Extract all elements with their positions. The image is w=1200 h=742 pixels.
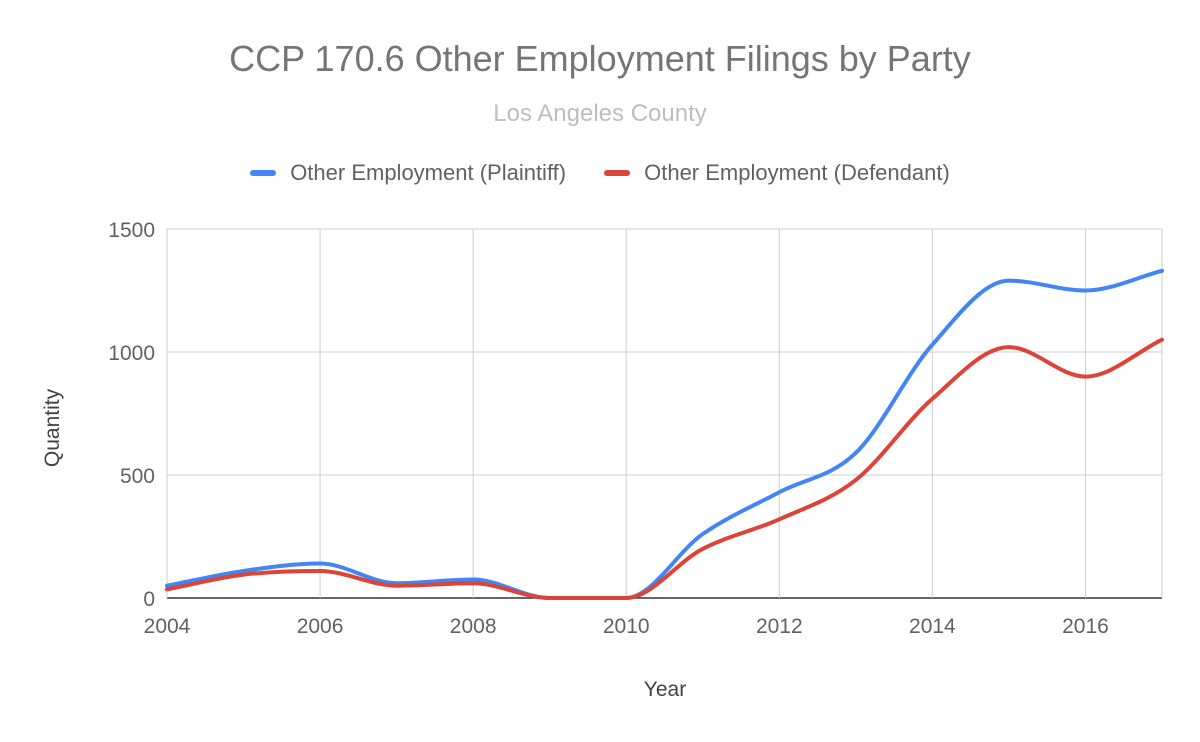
- x-axis-label: Year: [643, 678, 687, 701]
- x-tick-labels: 2004 2006 2008 2010 2012 2014 2016: [144, 615, 1109, 638]
- gridlines: [166, 228, 1163, 599]
- x-tick-label: 2004: [144, 615, 191, 638]
- y-tick-label: 500: [120, 465, 155, 488]
- chart-subtitle: Los Angeles County: [493, 100, 707, 127]
- legend-swatch-plaintiff: [250, 170, 277, 176]
- x-tick-label: 2012: [756, 615, 803, 638]
- y-tick-labels: 0 500 1000 1500: [108, 219, 155, 611]
- series-line-defendant: [165, 337, 1164, 601]
- x-tick-label: 2014: [909, 615, 956, 638]
- legend-label-defendant: Other Employment (Defendant): [644, 160, 950, 185]
- y-tick-label: 0: [143, 588, 155, 611]
- legend-label-plaintiff: Other Employment (Plaintiff): [290, 160, 567, 185]
- legend-swatch-defendant: [604, 170, 631, 176]
- x-tick-label: 2010: [603, 615, 650, 638]
- series-lines: [165, 268, 1164, 601]
- y-tick-label: 1000: [108, 342, 155, 365]
- series-line-plaintiff: [165, 268, 1164, 601]
- chart-title: CCP 170.6 Other Employment Filings by Pa…: [229, 38, 971, 79]
- legend-item-plaintiff[interactable]: Other Employment (Plaintiff): [250, 160, 566, 186]
- y-tick-label: 1500: [108, 219, 155, 242]
- x-tick-label: 2008: [450, 615, 497, 638]
- legend-item-defendant[interactable]: Other Employment (Defendant): [604, 160, 950, 186]
- x-tick-label: 2016: [1062, 615, 1109, 638]
- legend: Other Employment (Plaintiff) Other Emplo…: [0, 160, 1200, 186]
- x-tick-label: 2006: [297, 615, 344, 638]
- y-axis-label: Quantity: [41, 388, 64, 468]
